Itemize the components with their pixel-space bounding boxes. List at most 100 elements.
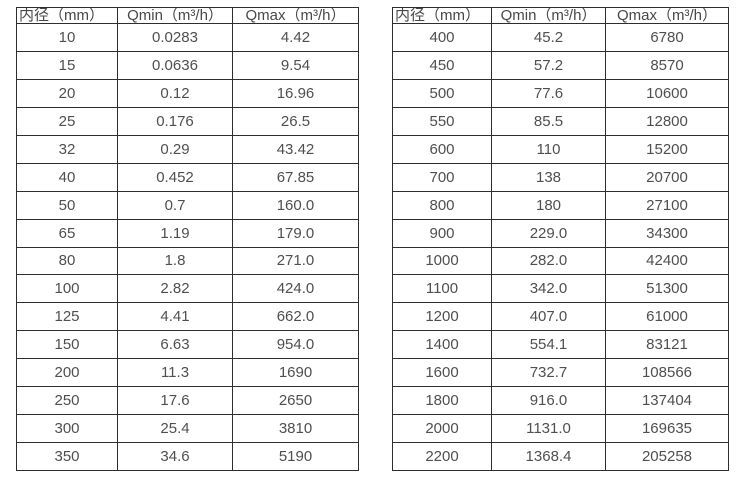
diameter-cell: 1400 xyxy=(392,330,492,360)
diameter-cell: 550 xyxy=(392,106,492,136)
qmax-cell: 34300 xyxy=(605,218,729,248)
qmin-cell: 732.7 xyxy=(491,358,606,388)
qmax-cell: 43.42 xyxy=(232,134,359,164)
qmin-cell: 0.7 xyxy=(117,190,233,220)
table-row: 15 0.0636 9.54 xyxy=(16,50,359,80)
table-row: 125 4.41 662.0 xyxy=(16,302,359,332)
table-row: 40 0.452 67.85 xyxy=(16,162,359,192)
table-row: 65 1.19 179.0 xyxy=(16,218,359,248)
qmin-cell: 342.0 xyxy=(491,274,606,304)
qmax-cell: 67.85 xyxy=(232,162,359,192)
qmin-cell: 0.12 xyxy=(117,78,233,108)
qmin-cell: 17.6 xyxy=(117,386,233,416)
diameter-cell: 300 xyxy=(16,414,118,444)
diameter-cell: 125 xyxy=(16,302,118,332)
diameter-cell: 800 xyxy=(392,190,492,220)
qmin-cell: 0.0283 xyxy=(117,23,233,52)
qmax-cell: 51300 xyxy=(605,274,729,304)
diameter-cell: 900 xyxy=(392,218,492,248)
table-row: 250 17.6 2650 xyxy=(16,386,359,416)
diameter-header: 内径（mm） xyxy=(392,7,492,24)
qmax-cell: 662.0 xyxy=(232,302,359,332)
qmin-cell: 85.5 xyxy=(491,106,606,136)
table-row: 500 77.6 10600 xyxy=(392,78,729,108)
table-row: 25 0.176 26.5 xyxy=(16,106,359,136)
diameter-cell: 50 xyxy=(16,190,118,220)
qmin-cell: 282.0 xyxy=(491,246,606,276)
header-row: 内径（mm） Qmin（m³/h） Qmax（m³/h） xyxy=(392,7,729,24)
qmax-header: Qmax（m³/h） xyxy=(605,7,729,24)
table-row: 1400 554.1 83121 xyxy=(392,330,729,360)
qmax-cell: 26.5 xyxy=(232,106,359,136)
qmin-cell: 916.0 xyxy=(491,386,606,416)
diameter-cell: 400 xyxy=(392,23,492,52)
qmax-cell: 27100 xyxy=(605,190,729,220)
qmax-header: Qmax（m³/h） xyxy=(232,7,359,24)
qmax-cell: 10600 xyxy=(605,78,729,108)
qmax-cell: 9.54 xyxy=(232,50,359,80)
qmin-cell: 45.2 xyxy=(491,23,606,52)
table-row: 200 11.3 1690 xyxy=(16,358,359,388)
qmax-cell: 6780 xyxy=(605,23,729,52)
qmin-cell: 57.2 xyxy=(491,50,606,80)
table-row: 600 110 15200 xyxy=(392,134,729,164)
table-row: 50 0.7 160.0 xyxy=(16,190,359,220)
diameter-cell: 1200 xyxy=(392,302,492,332)
table-row: 450 57.2 8570 xyxy=(392,50,729,80)
diameter-cell: 80 xyxy=(16,246,118,276)
flow-table-large-diameters: 内径（mm） Qmin（m³/h） Qmax（m³/h） 400 45.2 6780 45… xyxy=(392,7,729,471)
diameter-cell: 1800 xyxy=(392,386,492,416)
qmax-cell: 5190 xyxy=(232,442,359,471)
table-row: 20 0.12 16.96 xyxy=(16,78,359,108)
diameter-cell: 350 xyxy=(16,442,118,471)
table-row: 100 2.82 424.0 xyxy=(16,274,359,304)
diameter-cell: 40 xyxy=(16,162,118,192)
diameter-cell: 2000 xyxy=(392,414,492,444)
diameter-cell: 250 xyxy=(16,386,118,416)
qmax-cell: 1690 xyxy=(232,358,359,388)
table-row: 400 45.2 6780 xyxy=(392,23,729,52)
table-row: 1000 282.0 42400 xyxy=(392,246,729,276)
qmin-cell: 1368.4 xyxy=(491,442,606,471)
header-row: 内径（mm） Qmin（m³/h） Qmax（m³/h） xyxy=(16,7,359,24)
qmin-cell: 34.6 xyxy=(117,442,233,471)
diameter-cell: 150 xyxy=(16,330,118,360)
table-row: 2200 1368.4 205258 xyxy=(392,442,729,471)
qmin-cell: 554.1 xyxy=(491,330,606,360)
table-row: 900 229.0 34300 xyxy=(392,218,729,248)
table-row: 1800 916.0 137404 xyxy=(392,386,729,416)
qmax-cell: 205258 xyxy=(605,442,729,471)
qmax-cell: 4.42 xyxy=(232,23,359,52)
qmin-cell: 138 xyxy=(491,162,606,192)
qmin-cell: 1.8 xyxy=(117,246,233,276)
diameter-cell: 65 xyxy=(16,218,118,248)
qmin-cell: 25.4 xyxy=(117,414,233,444)
qmin-header: Qmin（m³/h） xyxy=(491,7,606,24)
qmin-header: Qmin（m³/h） xyxy=(117,7,233,24)
diameter-cell: 1000 xyxy=(392,246,492,276)
qmin-cell: 6.63 xyxy=(117,330,233,360)
qmax-cell: 108566 xyxy=(605,358,729,388)
diameter-cell: 10 xyxy=(16,23,118,52)
qmin-cell: 0.29 xyxy=(117,134,233,164)
qmax-cell: 61000 xyxy=(605,302,729,332)
table-row: 800 180 27100 xyxy=(392,190,729,220)
qmin-cell: 0.0636 xyxy=(117,50,233,80)
table-row: 2000 1131.0 169635 xyxy=(392,414,729,444)
table-row: 300 25.4 3810 xyxy=(16,414,359,444)
diameter-cell: 15 xyxy=(16,50,118,80)
qmax-cell: 160.0 xyxy=(232,190,359,220)
diameter-cell: 450 xyxy=(392,50,492,80)
qmax-cell: 2650 xyxy=(232,386,359,416)
qmax-cell: 3810 xyxy=(232,414,359,444)
table-row: 1600 732.7 108566 xyxy=(392,358,729,388)
flow-table-small-diameters: 内径（mm） Qmin（m³/h） Qmax（m³/h） 10 0.0283 4.42 1… xyxy=(16,7,359,471)
table-row: 32 0.29 43.42 xyxy=(16,134,359,164)
qmax-cell: 83121 xyxy=(605,330,729,360)
qmin-cell: 77.6 xyxy=(491,78,606,108)
table-row: 1100 342.0 51300 xyxy=(392,274,729,304)
diameter-cell: 100 xyxy=(16,274,118,304)
qmin-cell: 407.0 xyxy=(491,302,606,332)
table-row: 700 138 20700 xyxy=(392,162,729,192)
